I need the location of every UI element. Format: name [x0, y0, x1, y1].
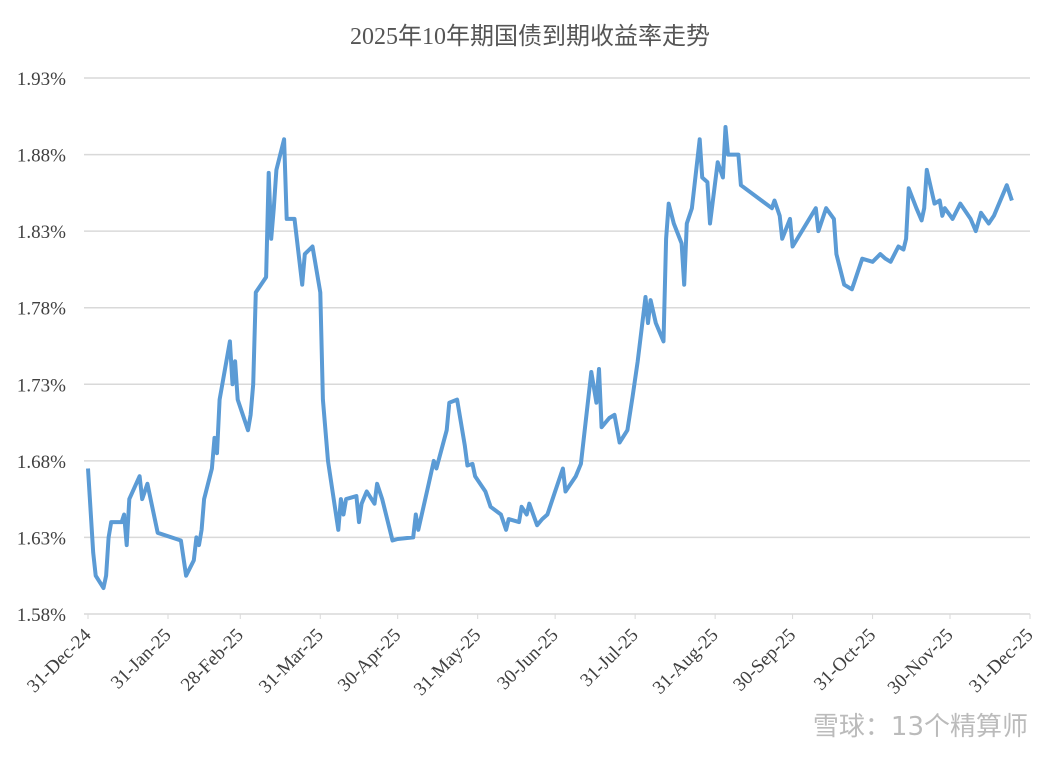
x-tick-label: 30-Nov-25: [884, 625, 958, 699]
x-tick-label: 30-Apr-25: [334, 625, 405, 696]
y-tick-label: 1.88%: [17, 146, 66, 167]
x-tick-label: 31-May-25: [410, 625, 485, 700]
x-tick-label: 31-Jul-25: [576, 625, 642, 691]
y-tick-label: 1.93%: [17, 69, 66, 90]
y-tick-label: 1.68%: [17, 452, 66, 473]
x-tick-label: 30-Sep-25: [729, 625, 800, 696]
x-tick-label: 31-Dec-24: [23, 624, 96, 697]
chart-title: 2025年10年期国债到期收益率走势: [350, 23, 710, 50]
x-tick-label: 31-Dec-25: [965, 625, 1037, 697]
x-tick-label: 28-Feb-25: [177, 625, 248, 696]
y-tick-label: 1.78%: [17, 299, 66, 320]
x-tick-label: 31-Oct-25: [810, 625, 880, 695]
line: [86, 125, 1014, 590]
y-tick-label: 1.73%: [17, 375, 66, 396]
y-tick-label: 1.63%: [17, 528, 66, 549]
watermark: 雪球：13个精算师: [813, 712, 1028, 742]
y-tick-label: 1.58%: [17, 605, 66, 626]
x-tick-label: 31-Mar-25: [255, 625, 328, 698]
y-tick-label: 1.83%: [17, 222, 66, 243]
x-tick-label: 31-Aug-25: [649, 625, 723, 699]
x-tick-label: 31-Jan-25: [107, 625, 176, 694]
x-tick-label: 30-Jun-25: [493, 625, 562, 694]
